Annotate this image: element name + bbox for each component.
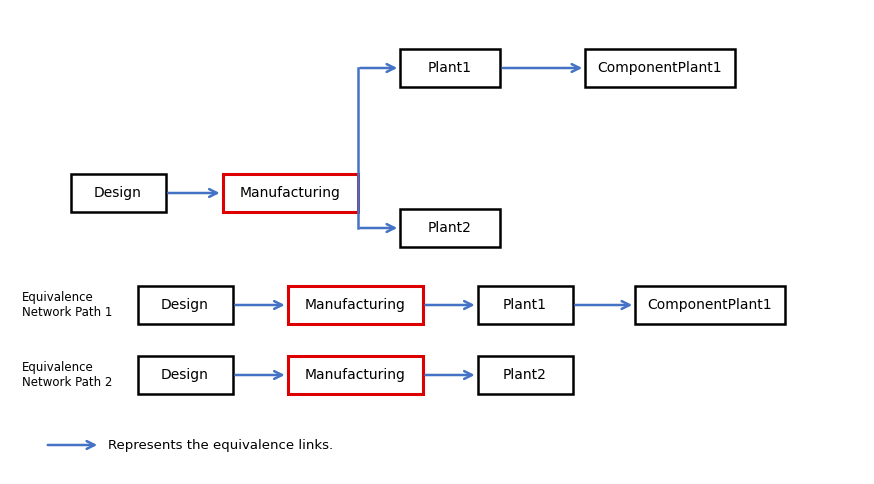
Bar bbox=[400, 209, 500, 247]
Text: Plant2: Plant2 bbox=[503, 368, 547, 382]
Bar bbox=[288, 356, 422, 394]
Text: ComponentPlant1: ComponentPlant1 bbox=[598, 61, 722, 75]
Text: Design: Design bbox=[161, 298, 209, 312]
Text: Equivalence
Network Path 2: Equivalence Network Path 2 bbox=[22, 361, 113, 389]
Bar bbox=[223, 174, 357, 212]
Bar bbox=[137, 286, 232, 324]
Text: Design: Design bbox=[161, 368, 209, 382]
Text: Manufacturing: Manufacturing bbox=[304, 368, 406, 382]
Bar bbox=[477, 356, 572, 394]
Text: Manufacturing: Manufacturing bbox=[304, 298, 406, 312]
Text: ComponentPlant1: ComponentPlant1 bbox=[648, 298, 773, 312]
Bar bbox=[635, 286, 785, 324]
Text: Design: Design bbox=[94, 186, 142, 200]
Bar bbox=[71, 174, 165, 212]
Bar bbox=[477, 286, 572, 324]
Text: Represents the equivalence links.: Represents the equivalence links. bbox=[108, 439, 333, 452]
Bar bbox=[585, 49, 735, 87]
Text: Manufacturing: Manufacturing bbox=[239, 186, 341, 200]
Text: Plant1: Plant1 bbox=[428, 61, 472, 75]
Bar bbox=[400, 49, 500, 87]
Text: Equivalence
Network Path 1: Equivalence Network Path 1 bbox=[22, 291, 113, 319]
Bar bbox=[137, 356, 232, 394]
Text: Plant2: Plant2 bbox=[428, 221, 472, 235]
Bar bbox=[288, 286, 422, 324]
Text: Plant1: Plant1 bbox=[503, 298, 547, 312]
